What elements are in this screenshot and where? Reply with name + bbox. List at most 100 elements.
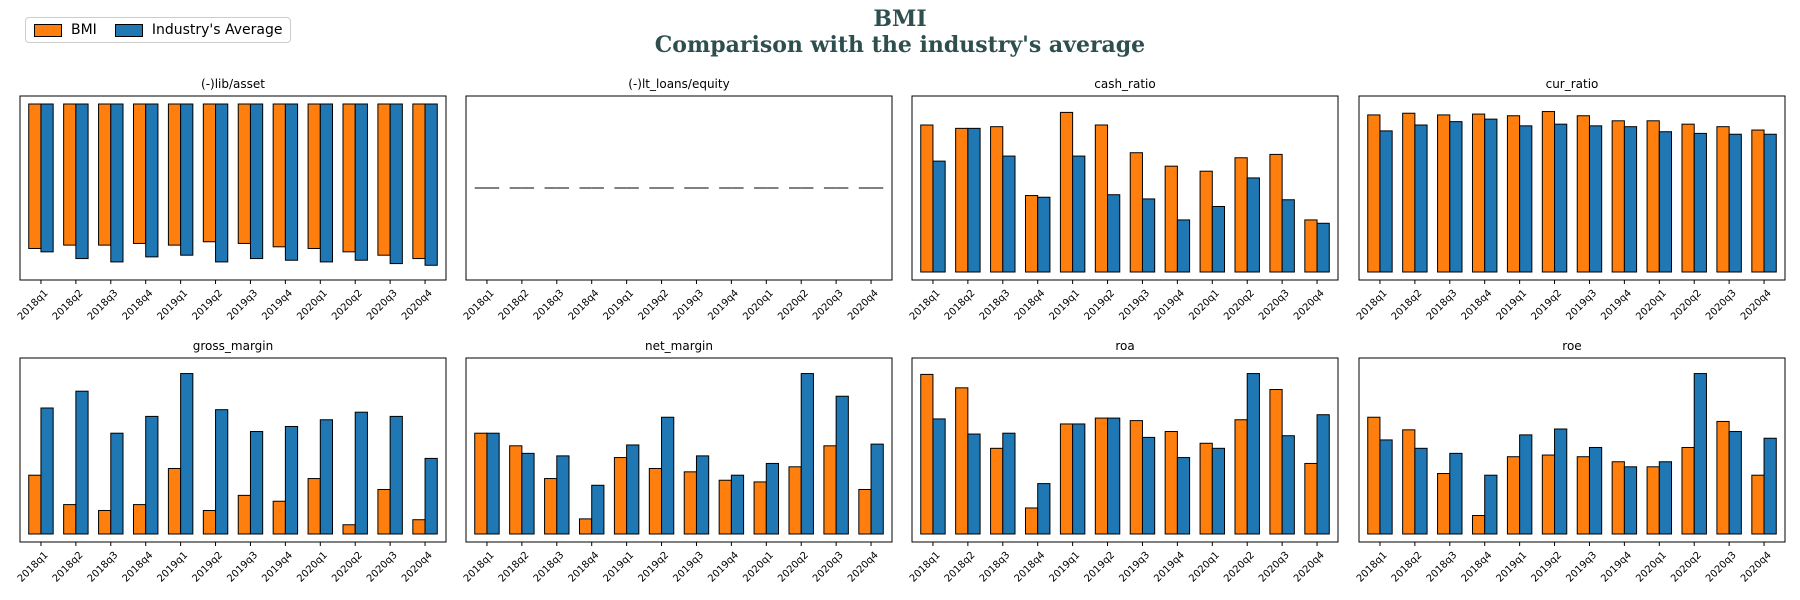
bar-industry-s-average-2019q4	[1176, 457, 1191, 535]
bar-industry-s-average-2019q1	[626, 444, 640, 535]
plot-frame	[911, 95, 1339, 281]
x-tick-label: 2018q1	[1355, 550, 1390, 585]
bar-bmi-2018q1	[1367, 114, 1381, 273]
x-tick-label: 2018q1	[1355, 288, 1390, 323]
bar-industry-s-average-2018q2	[75, 103, 89, 260]
bar-industry-s-average-2018q1	[1379, 439, 1393, 535]
bar-industry-s-average-2018q4	[1484, 474, 1498, 535]
bar-bmi-2020q1	[307, 103, 321, 249]
x-tick-label: 2018q2	[497, 550, 532, 585]
bar-industry-s-average-2019q1	[1519, 434, 1533, 535]
x-tick-label: 2020q4	[1292, 288, 1327, 323]
bar-industry-s-average-2020q3	[389, 103, 403, 265]
bar-industry-s-average-2019q3	[1141, 198, 1156, 273]
legend-entry-bmi: BMI	[34, 22, 97, 38]
bar-bmi-2020q1	[1199, 170, 1213, 273]
chart-title: cash_ratio	[1094, 77, 1155, 91]
x-tick-label: 2018q3	[86, 288, 121, 323]
bar-industry-s-average-2019q2	[1554, 123, 1568, 273]
bar-industry-s-average-2020q1	[1211, 447, 1226, 535]
x-tick-label: 2018q4	[1013, 288, 1048, 323]
bar-bmi-2018q1	[1367, 416, 1381, 535]
bar-industry-s-average-2018q3	[1449, 452, 1463, 535]
bar-bmi-2018q3	[544, 478, 558, 535]
bar-industry-s-average-2018q2	[967, 433, 981, 535]
x-tick-label: 2019q1	[156, 550, 191, 585]
legend-entry-industry-average: Industry's Average	[114, 22, 282, 38]
bar-industry-s-average-2020q1	[765, 462, 780, 535]
bar-bmi-2018q1	[474, 432, 488, 535]
x-tick-label: 2019q2	[190, 288, 225, 323]
x-tick-label: 2019q2	[1529, 288, 1564, 323]
bar-industry-s-average-2019q1	[1519, 125, 1533, 273]
bar-industry-s-average-2018q1	[932, 418, 946, 535]
x-tick-label: 2020q4	[1292, 550, 1327, 585]
x-tick-label: 2019q3	[225, 550, 260, 585]
bar-bmi-2019q4	[718, 479, 732, 535]
x-tick-label: 2019q1	[1495, 288, 1530, 323]
x-tick-label: 2019q2	[190, 550, 225, 585]
bar-bmi-2020q1	[1199, 442, 1213, 535]
bar-industry-s-average-2020q3	[1728, 431, 1742, 535]
bar-bmi-2020q2	[1681, 446, 1695, 535]
bar-bmi-2019q4	[1611, 120, 1625, 273]
bar-bmi-2019q1	[1506, 456, 1521, 535]
bar-bmi-2019q2	[1541, 111, 1556, 273]
bar-industry-s-average-2020q2	[800, 373, 814, 535]
x-tick-label: 2018q4	[121, 288, 156, 323]
bar-industry-s-average-2020q2	[354, 411, 368, 535]
bar-industry-s-average-2019q3	[695, 455, 710, 535]
x-tick-label: 2020q3	[1257, 288, 1292, 323]
x-tick-label: 2018q2	[943, 288, 978, 323]
bar-bmi-2019q4	[272, 500, 286, 535]
bar-bmi-2018q4	[132, 504, 147, 535]
x-tick-label: 2020q3	[1257, 550, 1292, 585]
bar-bmi-2020q3	[377, 103, 391, 256]
bar-bmi-2018q1	[920, 373, 934, 535]
bar-industry-s-average-2019q2	[215, 409, 229, 535]
bar-bmi-2018q3	[98, 509, 112, 535]
x-tick-label: 2019q4	[1152, 288, 1187, 323]
bar-industry-s-average-2019q4	[1623, 466, 1638, 535]
x-tick-label: 2019q3	[225, 288, 260, 323]
chart-panel-cash-ratio: cash_ratio 2018q1 2018q2 2018q3 2018q4 2019q1…	[908, 77, 1339, 323]
bar-industry-s-average-2020q3	[1281, 435, 1295, 535]
chart-title: roa	[1115, 339, 1134, 353]
bar-bmi-2019q2	[202, 509, 217, 535]
x-tick-label: 2018q1	[908, 550, 943, 585]
bar-industry-s-average-2020q1	[1211, 205, 1226, 273]
bar-industry-s-average-2020q1	[1658, 131, 1673, 273]
x-tick-label: 2018q3	[532, 550, 567, 585]
x-tick-label: 2019q1	[602, 550, 637, 585]
bar-bmi-2019q2	[1541, 454, 1556, 535]
x-tick-label: 2020q1	[741, 550, 776, 585]
x-tick-label: 2020q3	[365, 288, 400, 323]
x-tick-label: 2019q2	[636, 550, 671, 585]
bar-bmi-2020q3	[377, 488, 391, 535]
bar-industry-s-average-2019q3	[1588, 125, 1603, 273]
bar-bmi-2020q4	[1751, 129, 1765, 273]
bar-bmi-2020q4	[1751, 474, 1765, 535]
bar-industry-s-average-2018q3	[1449, 121, 1463, 273]
bar-industry-s-average-2018q1	[1379, 130, 1393, 273]
bar-bmi-2020q3	[1716, 420, 1730, 535]
bar-industry-s-average-2019q3	[1588, 446, 1603, 535]
bar-industry-s-average-2019q4	[284, 425, 299, 535]
x-tick-label: 2019q4	[260, 288, 295, 323]
x-tick-label: 2018q2	[497, 288, 532, 323]
bar-industry-s-average-2020q1	[319, 103, 334, 263]
figure-subtitle: Comparison with the industry's average	[654, 32, 1146, 58]
x-tick-label: 2019q3	[671, 550, 706, 585]
bar-bmi-2018q4	[1471, 515, 1486, 535]
plot-frame	[19, 357, 447, 543]
bar-industry-s-average-2019q3	[249, 103, 264, 260]
bar-industry-s-average-2019q4	[284, 103, 299, 261]
x-tick-label: 2018q3	[86, 550, 121, 585]
x-tick-label: 2019q3	[1564, 288, 1599, 323]
bar-bmi-2020q4	[858, 488, 872, 535]
chart-panel-lt-loans-equity: (-)lt_loans/equity 2018q1 2018q2 2018q3 2018…	[462, 77, 893, 323]
x-tick-label: 2020q2	[776, 550, 811, 585]
bar-industry-s-average-2018q2	[1414, 447, 1428, 535]
x-tick-label: 2020q2	[1669, 550, 1704, 585]
